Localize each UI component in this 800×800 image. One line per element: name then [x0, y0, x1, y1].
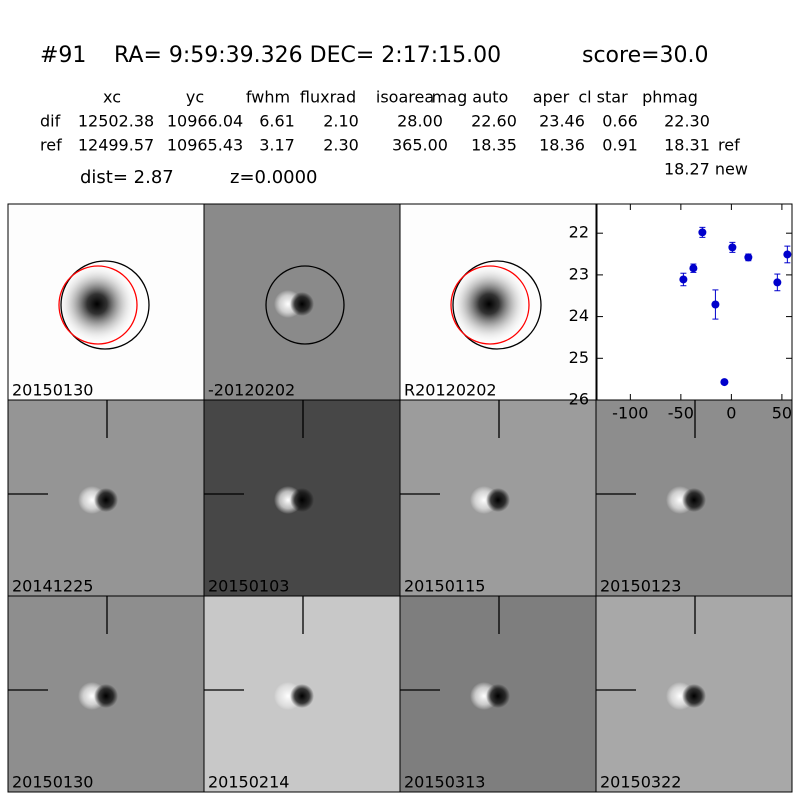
- residual-dark: [486, 488, 510, 512]
- column-header: aper: [533, 88, 570, 107]
- panel-label: 20150123: [600, 577, 681, 596]
- id: #91: [40, 43, 86, 68]
- aperture: [265, 265, 345, 345]
- residual-dark: [682, 488, 706, 512]
- x-tick-label: 0: [726, 404, 736, 423]
- column-header: isoarea: [376, 88, 434, 107]
- residual-dark: [682, 684, 706, 708]
- row-label: ref: [40, 136, 62, 155]
- cell: 22.30: [664, 112, 710, 131]
- row-label: dif: [40, 112, 61, 131]
- cell: 12499.57: [78, 136, 154, 155]
- point: [728, 243, 737, 252]
- cell: 365.00: [392, 136, 448, 155]
- cell: 10966.04: [167, 112, 243, 131]
- panel-label: 20141225: [12, 577, 93, 596]
- point: [711, 300, 720, 309]
- residual-dark: [290, 488, 314, 512]
- panel-label: R20120202: [404, 381, 497, 400]
- x-tick-label: -50: [668, 404, 694, 423]
- y-tick-label: 25: [569, 348, 589, 367]
- extra: 18.27 new: [664, 160, 748, 179]
- aperture: [452, 260, 542, 350]
- row-suffix: ref: [718, 136, 740, 155]
- score: score=30.0: [582, 43, 709, 68]
- column-header: yc: [186, 88, 204, 107]
- column-header: phmag: [642, 88, 698, 107]
- cell: 10965.43: [167, 136, 243, 155]
- panel-label: 20150214: [208, 773, 289, 792]
- cell: 12502.38: [78, 112, 154, 131]
- x-tick-label: 50: [772, 404, 792, 423]
- cell: 18.31: [664, 136, 710, 155]
- dist: dist= 2.87: [80, 167, 174, 188]
- residual-dark: [290, 684, 314, 708]
- panel-label: 20150103: [208, 577, 289, 596]
- point: [689, 264, 698, 273]
- y-tick-label: 24: [569, 306, 589, 325]
- cell: 2.10: [323, 112, 359, 131]
- residual-dark: [94, 488, 118, 512]
- cell: 23.46: [539, 112, 585, 131]
- column-header: xc: [103, 88, 121, 107]
- point: [679, 275, 688, 284]
- cell: 3.17: [259, 136, 295, 155]
- residual-dark: [486, 684, 510, 708]
- column-header: cl star: [578, 88, 628, 107]
- column-header: fwhm: [246, 88, 290, 107]
- panel-label: -20120202: [208, 381, 295, 400]
- coords: RA= 9:59:39.326 DEC= 2:17:15.00: [114, 43, 501, 68]
- residual-dark: [290, 292, 314, 316]
- panel-label: 20150115: [404, 577, 485, 596]
- cell: 2.30: [323, 136, 359, 155]
- panels: 20150130 -20120202 R20120202 20141225 201501…: [7, 203, 793, 793]
- cell: 22.60: [471, 112, 517, 131]
- aperture-ref: [450, 265, 530, 345]
- cell: 0.91: [602, 136, 638, 155]
- plot-area: [596, 203, 793, 401]
- aperture-ref: [58, 265, 138, 345]
- residual-dark: [94, 684, 118, 708]
- x-tick-label: -100: [612, 404, 648, 423]
- cell: 18.36: [539, 136, 585, 155]
- panel-border: [595, 595, 793, 793]
- cell: 6.61: [259, 112, 295, 131]
- column-header: fluxrad: [300, 88, 356, 107]
- chart: 22 23 24 25 26 -100 -50 0 50: [569, 203, 793, 423]
- aperture: [60, 260, 150, 350]
- point: [720, 378, 729, 387]
- point: [744, 253, 753, 262]
- panel-label: 20150322: [600, 773, 681, 792]
- column-header: mag auto: [432, 88, 509, 107]
- cell: 18.35: [471, 136, 517, 155]
- y-tick-label: 22: [569, 223, 589, 242]
- y-tick-label: 23: [569, 264, 589, 283]
- z: z=0.0000: [230, 167, 318, 188]
- source: [57, 264, 137, 344]
- cell: 28.00: [397, 112, 443, 131]
- point: [698, 228, 707, 237]
- point: [773, 278, 782, 287]
- panel-label: 20150130: [12, 773, 93, 792]
- point: [783, 250, 792, 259]
- source: [449, 264, 529, 344]
- y-tick-label: 26: [569, 390, 589, 409]
- panel-label: 20150130: [12, 381, 93, 400]
- panel-label: 20150313: [404, 773, 485, 792]
- cell: 0.66: [602, 112, 638, 131]
